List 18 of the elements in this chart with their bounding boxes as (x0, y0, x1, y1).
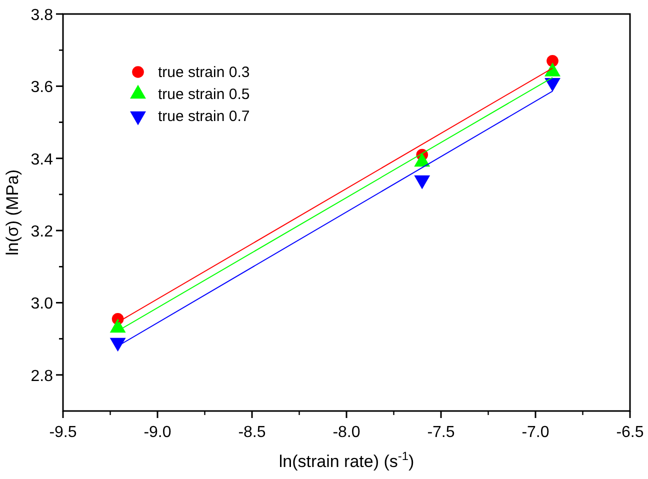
x-tick-label: -9.5 (49, 424, 77, 441)
x-tick-label: -7.0 (522, 424, 550, 441)
y-axis-title: ln(σ) (MPa) (3, 169, 22, 256)
x-tick-label: -8.5 (238, 424, 266, 441)
y-tick-label: 3.6 (30, 79, 54, 96)
y-tick-label: 3.2 (30, 224, 54, 241)
legend-label: true strain 0.3 (158, 64, 250, 81)
y-tick-label: 3.4 (30, 151, 54, 168)
y-tick-label: 2.8 (30, 368, 54, 385)
x-tick-label: -6.5 (616, 424, 644, 441)
y-tick-label: 3.0 (30, 296, 54, 313)
x-axis-title: ln(strain rate) (s$^{-1}$) (278, 449, 414, 471)
x-tick-label: -9.0 (144, 424, 172, 441)
y-tick-label: 3.8 (30, 7, 54, 24)
x-tick-label: -8.0 (332, 424, 360, 441)
legend-label: true strain 0.7 (158, 108, 250, 125)
x-tick-label: -7.5 (427, 424, 455, 441)
legend-label: true strain 0.5 (158, 86, 250, 103)
